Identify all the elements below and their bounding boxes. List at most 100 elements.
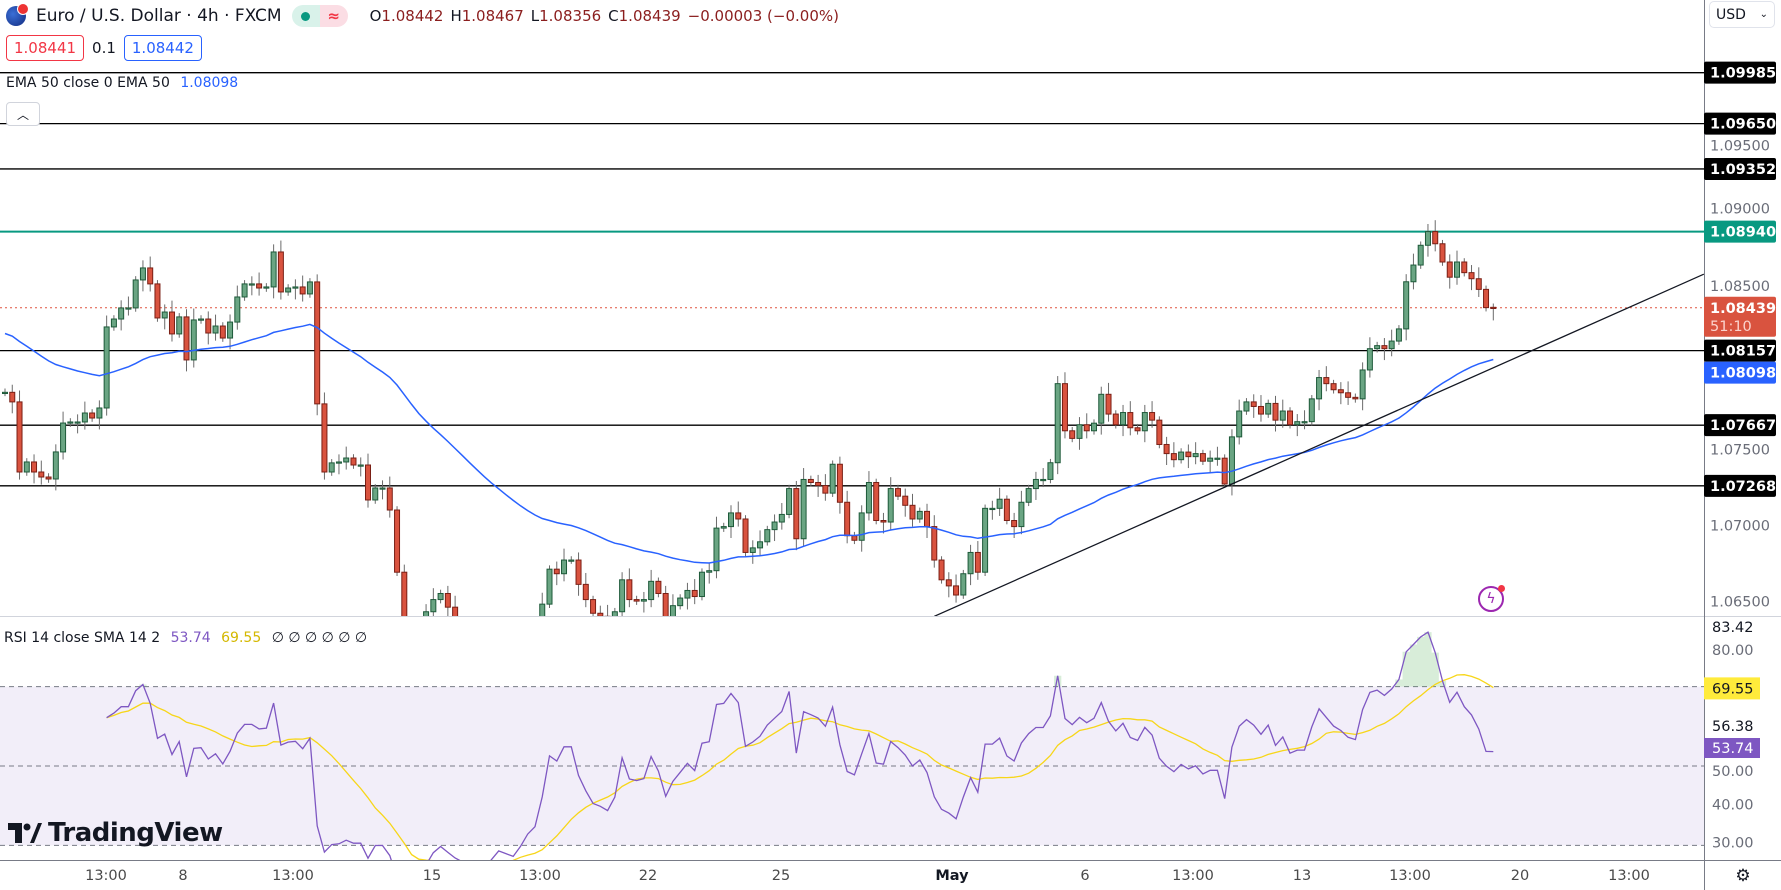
candle[interactable] bbox=[851, 531, 858, 545]
candle[interactable] bbox=[1120, 404, 1127, 437]
candle[interactable] bbox=[1439, 239, 1446, 266]
candle[interactable] bbox=[532, 616, 537, 640]
candle[interactable] bbox=[662, 585, 669, 629]
candle[interactable] bbox=[1359, 362, 1366, 411]
candle[interactable] bbox=[496, 622, 501, 647]
collapse-legend-button[interactable]: ︿ bbox=[6, 102, 40, 126]
sell-button[interactable]: 1.08441 bbox=[6, 35, 85, 61]
candle[interactable] bbox=[198, 315, 205, 324]
candle[interactable] bbox=[829, 460, 836, 497]
candle[interactable] bbox=[270, 244, 277, 299]
candle[interactable] bbox=[858, 505, 865, 552]
candle[interactable] bbox=[285, 284, 292, 296]
candle[interactable] bbox=[669, 594, 676, 625]
candle[interactable] bbox=[241, 280, 248, 301]
candle[interactable] bbox=[1178, 448, 1185, 464]
candle[interactable] bbox=[1061, 372, 1068, 439]
candle[interactable] bbox=[96, 400, 103, 430]
candle[interactable] bbox=[503, 629, 508, 641]
candle[interactable] bbox=[1265, 399, 1272, 418]
candle[interactable] bbox=[437, 589, 444, 604]
candle[interactable] bbox=[807, 475, 814, 487]
candle[interactable] bbox=[1163, 436, 1170, 466]
candle[interactable] bbox=[1461, 258, 1468, 277]
candle[interactable] bbox=[328, 459, 335, 476]
candle[interactable] bbox=[1083, 413, 1090, 439]
candle[interactable] bbox=[1308, 395, 1315, 426]
lightning-alert-icon[interactable]: ϟ bbox=[1478, 585, 1505, 612]
candle[interactable] bbox=[9, 384, 16, 414]
market-status[interactable]: ≈ bbox=[291, 5, 348, 27]
candle[interactable] bbox=[89, 409, 96, 422]
candle[interactable] bbox=[118, 300, 125, 331]
candle[interactable] bbox=[989, 500, 996, 520]
candle[interactable] bbox=[938, 556, 945, 584]
candle[interactable] bbox=[1395, 325, 1402, 345]
candle[interactable] bbox=[81, 401, 88, 430]
candle[interactable] bbox=[553, 561, 560, 586]
candle[interactable] bbox=[1170, 442, 1177, 468]
candle[interactable] bbox=[597, 605, 604, 628]
candle[interactable] bbox=[1475, 267, 1482, 297]
candle[interactable] bbox=[1490, 303, 1497, 321]
candle[interactable] bbox=[1323, 366, 1330, 392]
candle[interactable] bbox=[815, 474, 822, 497]
candle[interactable] bbox=[452, 595, 459, 629]
candle[interactable] bbox=[1250, 394, 1257, 418]
candle[interactable] bbox=[139, 260, 146, 292]
candle[interactable] bbox=[909, 493, 916, 527]
candle[interactable] bbox=[1134, 423, 1141, 435]
candle[interactable] bbox=[416, 632, 421, 644]
candle[interactable] bbox=[880, 512, 887, 534]
candle[interactable] bbox=[511, 630, 516, 654]
candle[interactable] bbox=[1417, 241, 1424, 269]
candle[interactable] bbox=[764, 525, 771, 546]
candle[interactable] bbox=[1316, 369, 1323, 411]
candle[interactable] bbox=[16, 390, 23, 480]
candle[interactable] bbox=[1381, 338, 1388, 361]
candle[interactable] bbox=[924, 503, 931, 538]
candle[interactable] bbox=[467, 622, 472, 647]
candle[interactable] bbox=[205, 311, 212, 345]
candle[interactable] bbox=[306, 278, 313, 298]
candle[interactable] bbox=[728, 505, 734, 538]
candle[interactable] bbox=[1112, 410, 1119, 429]
candle[interactable] bbox=[967, 544, 974, 586]
candle[interactable] bbox=[1018, 490, 1025, 535]
candle[interactable] bbox=[1446, 254, 1453, 289]
candle[interactable] bbox=[749, 540, 756, 564]
tradingview-logo[interactable]: TradingView bbox=[8, 818, 223, 848]
candle[interactable] bbox=[873, 478, 880, 525]
currency-select[interactable]: USD ⌄ bbox=[1709, 1, 1775, 28]
candle[interactable] bbox=[1214, 446, 1221, 466]
candle[interactable] bbox=[1040, 468, 1047, 488]
candle[interactable] bbox=[575, 552, 582, 596]
rsi-legend[interactable]: RSI 14 close SMA 14 2 53.74 69.55 ∅ ∅ ∅ … bbox=[4, 630, 367, 646]
candle[interactable] bbox=[409, 622, 414, 649]
candle[interactable] bbox=[1098, 386, 1105, 435]
candle[interactable] bbox=[460, 617, 465, 634]
candle[interactable] bbox=[1468, 265, 1475, 291]
settings-gear-icon[interactable]: ⚙ bbox=[1735, 866, 1751, 886]
candle[interactable] bbox=[1330, 379, 1337, 394]
candle[interactable] bbox=[619, 572, 626, 623]
candle[interactable] bbox=[489, 632, 494, 657]
candle[interactable] bbox=[335, 454, 342, 475]
candle[interactable] bbox=[1199, 449, 1206, 466]
candle[interactable] bbox=[568, 556, 575, 564]
candle[interactable] bbox=[321, 392, 328, 480]
candle[interactable] bbox=[735, 501, 742, 527]
candle[interactable] bbox=[836, 456, 843, 514]
candle[interactable] bbox=[1345, 381, 1352, 405]
candle[interactable] bbox=[277, 240, 284, 300]
candle[interactable] bbox=[546, 565, 553, 608]
candle[interactable] bbox=[256, 272, 263, 296]
candle[interactable] bbox=[604, 604, 611, 629]
candle[interactable] bbox=[822, 474, 829, 501]
candle[interactable] bbox=[757, 530, 764, 556]
candle[interactable] bbox=[103, 315, 110, 416]
candle[interactable] bbox=[154, 280, 161, 322]
candle[interactable] bbox=[1388, 329, 1395, 357]
candle[interactable] bbox=[1025, 484, 1032, 507]
